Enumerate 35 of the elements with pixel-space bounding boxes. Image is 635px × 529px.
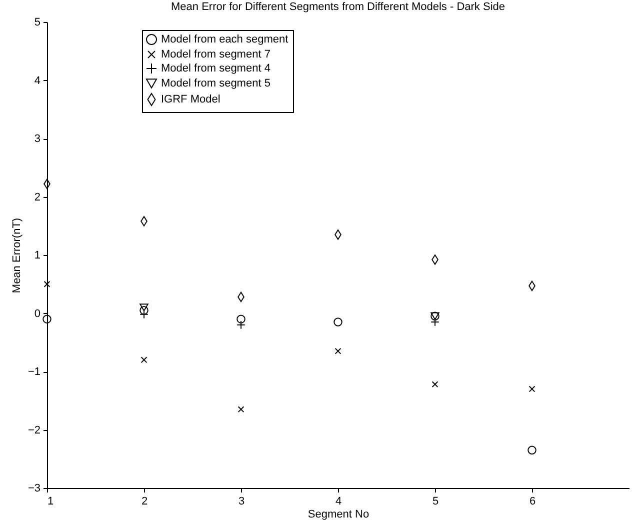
y-tick-label: 5	[34, 16, 40, 28]
x-tick-label: 2	[141, 496, 148, 508]
point	[334, 318, 342, 326]
y-tick-label: 2	[34, 191, 40, 204]
point	[334, 348, 342, 354]
y-axis-title: Mean Error(nT)	[10, 218, 23, 294]
point	[236, 314, 246, 324]
y-tick-label: 4	[34, 74, 40, 87]
x-tick-label: 6	[529, 496, 536, 508]
point	[528, 386, 536, 392]
x-axis-title: Segment No	[308, 508, 370, 520]
legend-label: IGRF Model	[161, 94, 220, 106]
legend-label: Model from segment 7	[161, 48, 270, 60]
x-tick-label: 3	[238, 496, 245, 508]
y-tick-label: −1	[28, 366, 40, 378]
legend-label: Model from each segment	[161, 34, 288, 46]
chart-title: Mean Error for Different Segments from Different Models - Dark Side	[171, 1, 505, 13]
y-tick-label: 1	[34, 250, 40, 262]
y-tick-label: −2	[28, 424, 40, 436]
x-tick-label: 1	[48, 496, 54, 508]
point	[140, 304, 148, 312]
point	[44, 280, 50, 288]
y-tick-label: 0	[34, 308, 40, 320]
x-tick-label: 5	[432, 496, 439, 508]
point	[140, 356, 148, 364]
legend-label: Model from segment 5	[161, 78, 270, 90]
x-tick-label: 4	[335, 496, 342, 508]
point	[238, 406, 244, 413]
legend-label: Model from segment 4	[161, 62, 270, 74]
y-tick-label: −3	[28, 482, 40, 494]
point	[42, 314, 52, 324]
point	[528, 446, 536, 455]
point	[140, 306, 148, 315]
y-tick-label: 3	[34, 133, 40, 145]
point	[432, 381, 438, 388]
